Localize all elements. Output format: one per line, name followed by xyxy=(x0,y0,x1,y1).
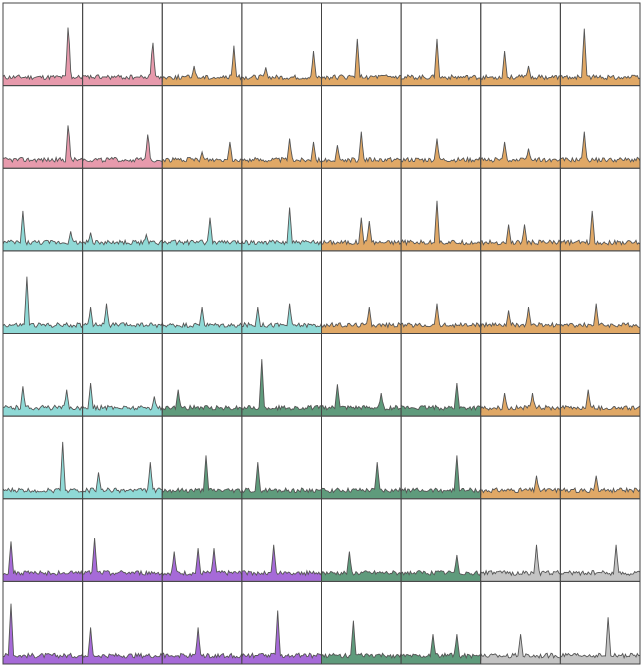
panel-frame xyxy=(559,580,641,665)
area-series xyxy=(480,307,561,332)
panel-r7-c8 xyxy=(559,498,641,582)
area-series xyxy=(480,393,561,415)
area-series xyxy=(82,303,163,332)
area-series xyxy=(241,610,322,663)
area-series xyxy=(161,307,243,332)
area-series xyxy=(559,131,641,167)
area-series xyxy=(241,207,322,250)
area-series xyxy=(82,42,163,85)
area-series xyxy=(241,462,322,498)
area-series xyxy=(241,51,322,85)
panel-r8-c3 xyxy=(161,580,243,665)
area-series xyxy=(321,462,402,498)
area-series xyxy=(480,475,561,498)
area-series xyxy=(321,307,402,332)
area-series xyxy=(480,544,561,580)
area-series xyxy=(559,544,641,580)
area-series xyxy=(321,620,402,663)
area-series xyxy=(2,441,84,498)
area-series xyxy=(559,28,641,85)
panel-r1-c8 xyxy=(559,2,641,87)
area-series xyxy=(559,389,641,415)
area-series xyxy=(82,462,163,498)
area-series xyxy=(161,548,243,580)
panel-r8-c8 xyxy=(559,580,641,665)
area-series xyxy=(480,141,561,167)
area-series xyxy=(2,541,84,580)
area-series xyxy=(82,134,163,167)
area-series xyxy=(161,217,243,250)
area-series xyxy=(2,27,84,85)
area-series xyxy=(82,232,163,250)
area-series xyxy=(161,141,243,167)
area-series xyxy=(400,200,482,250)
area-series xyxy=(2,276,84,332)
area-series xyxy=(321,384,402,415)
area-series xyxy=(321,551,402,580)
area-series xyxy=(2,386,84,415)
area-series xyxy=(480,634,561,663)
area-series xyxy=(559,475,641,498)
panel-r8-c2 xyxy=(82,580,163,665)
panel-r4-c4 xyxy=(241,250,322,334)
area-series xyxy=(2,210,84,250)
area-series xyxy=(400,38,482,85)
area-series xyxy=(321,131,402,167)
area-series xyxy=(82,627,163,663)
area-series xyxy=(400,554,482,580)
area-series xyxy=(559,617,641,663)
panel-r3-c2 xyxy=(82,167,163,252)
area-series xyxy=(241,544,322,580)
area-series xyxy=(559,210,641,250)
area-series xyxy=(400,303,482,332)
area-series xyxy=(400,634,482,663)
area-series xyxy=(480,51,561,85)
area-series xyxy=(82,382,163,415)
panel-r7-c1 xyxy=(2,498,84,582)
panel-r1-c7 xyxy=(480,2,561,87)
area-series xyxy=(82,537,163,580)
panel-r8-c5 xyxy=(321,580,402,665)
area-series xyxy=(321,38,402,85)
area-series xyxy=(161,45,243,85)
area-series xyxy=(241,359,322,415)
area-series xyxy=(161,389,243,415)
area-series xyxy=(400,455,482,498)
area-series xyxy=(241,138,322,167)
area-series xyxy=(161,627,243,663)
area-series xyxy=(400,138,482,167)
area-series xyxy=(161,455,243,498)
area-series xyxy=(480,224,561,250)
area-series xyxy=(559,303,641,332)
area-series xyxy=(241,303,322,332)
area-series xyxy=(2,603,84,663)
area-series xyxy=(321,217,402,250)
area-series xyxy=(400,382,482,415)
area-series xyxy=(2,125,84,167)
